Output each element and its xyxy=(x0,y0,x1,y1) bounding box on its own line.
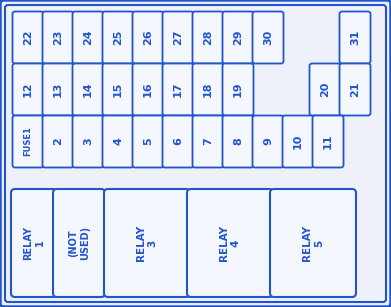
Text: FUSE1: FUSE1 xyxy=(23,126,32,157)
FancyBboxPatch shape xyxy=(104,189,190,297)
Text: 3: 3 xyxy=(83,138,93,145)
Text: 4: 4 xyxy=(113,138,123,146)
FancyBboxPatch shape xyxy=(163,11,194,64)
FancyBboxPatch shape xyxy=(5,5,386,302)
FancyBboxPatch shape xyxy=(13,11,43,64)
FancyBboxPatch shape xyxy=(53,189,105,297)
Text: 14: 14 xyxy=(83,82,93,97)
Text: 6: 6 xyxy=(173,138,183,146)
Text: 2: 2 xyxy=(53,138,63,146)
FancyBboxPatch shape xyxy=(43,64,74,115)
Text: 22: 22 xyxy=(23,30,33,45)
FancyBboxPatch shape xyxy=(43,11,74,64)
FancyBboxPatch shape xyxy=(270,189,356,297)
FancyBboxPatch shape xyxy=(192,115,224,168)
FancyBboxPatch shape xyxy=(43,115,74,168)
FancyBboxPatch shape xyxy=(339,64,371,115)
FancyBboxPatch shape xyxy=(222,115,253,168)
FancyBboxPatch shape xyxy=(13,64,43,115)
Text: 26: 26 xyxy=(143,30,153,45)
Text: 12: 12 xyxy=(23,82,33,97)
Text: 23: 23 xyxy=(53,30,63,45)
Text: 10: 10 xyxy=(293,134,303,149)
FancyBboxPatch shape xyxy=(13,115,43,168)
FancyBboxPatch shape xyxy=(187,189,273,297)
FancyBboxPatch shape xyxy=(312,115,344,168)
Text: 19: 19 xyxy=(233,82,243,97)
Text: 29: 29 xyxy=(233,30,243,45)
Text: 24: 24 xyxy=(83,30,93,45)
FancyBboxPatch shape xyxy=(133,115,163,168)
FancyBboxPatch shape xyxy=(72,115,104,168)
FancyBboxPatch shape xyxy=(133,64,163,115)
Text: 11: 11 xyxy=(323,134,333,149)
Text: 25: 25 xyxy=(113,30,123,45)
FancyBboxPatch shape xyxy=(283,115,314,168)
FancyBboxPatch shape xyxy=(222,11,253,64)
Text: 7: 7 xyxy=(203,138,213,146)
FancyBboxPatch shape xyxy=(133,11,163,64)
FancyBboxPatch shape xyxy=(192,11,224,64)
Text: 21: 21 xyxy=(350,82,360,97)
Text: RELAY
1: RELAY 1 xyxy=(23,226,45,260)
Text: 5: 5 xyxy=(143,138,153,145)
Text: (NOT
USED): (NOT USED) xyxy=(68,226,90,260)
FancyBboxPatch shape xyxy=(163,64,194,115)
Text: 28: 28 xyxy=(203,30,213,45)
Text: RELAY
4: RELAY 4 xyxy=(219,225,241,261)
Text: 27: 27 xyxy=(173,30,183,45)
FancyBboxPatch shape xyxy=(102,11,133,64)
Text: 31: 31 xyxy=(350,30,360,45)
FancyBboxPatch shape xyxy=(310,64,341,115)
FancyBboxPatch shape xyxy=(72,11,104,64)
FancyBboxPatch shape xyxy=(253,11,283,64)
Text: RELAY
3: RELAY 3 xyxy=(136,225,158,261)
Text: 18: 18 xyxy=(203,82,213,97)
FancyBboxPatch shape xyxy=(222,64,253,115)
Text: 15: 15 xyxy=(113,82,123,97)
FancyBboxPatch shape xyxy=(253,115,283,168)
FancyBboxPatch shape xyxy=(102,64,133,115)
Text: 9: 9 xyxy=(263,138,273,146)
FancyBboxPatch shape xyxy=(11,189,57,297)
Text: 13: 13 xyxy=(53,82,63,97)
FancyBboxPatch shape xyxy=(339,11,371,64)
Text: 20: 20 xyxy=(320,82,330,97)
FancyBboxPatch shape xyxy=(102,115,133,168)
Text: 8: 8 xyxy=(233,138,243,146)
Text: 30: 30 xyxy=(263,30,273,45)
FancyBboxPatch shape xyxy=(163,115,194,168)
FancyBboxPatch shape xyxy=(192,64,224,115)
Text: RELAY
5: RELAY 5 xyxy=(302,225,324,261)
Text: 16: 16 xyxy=(143,82,153,97)
Text: 17: 17 xyxy=(173,82,183,97)
FancyBboxPatch shape xyxy=(72,64,104,115)
